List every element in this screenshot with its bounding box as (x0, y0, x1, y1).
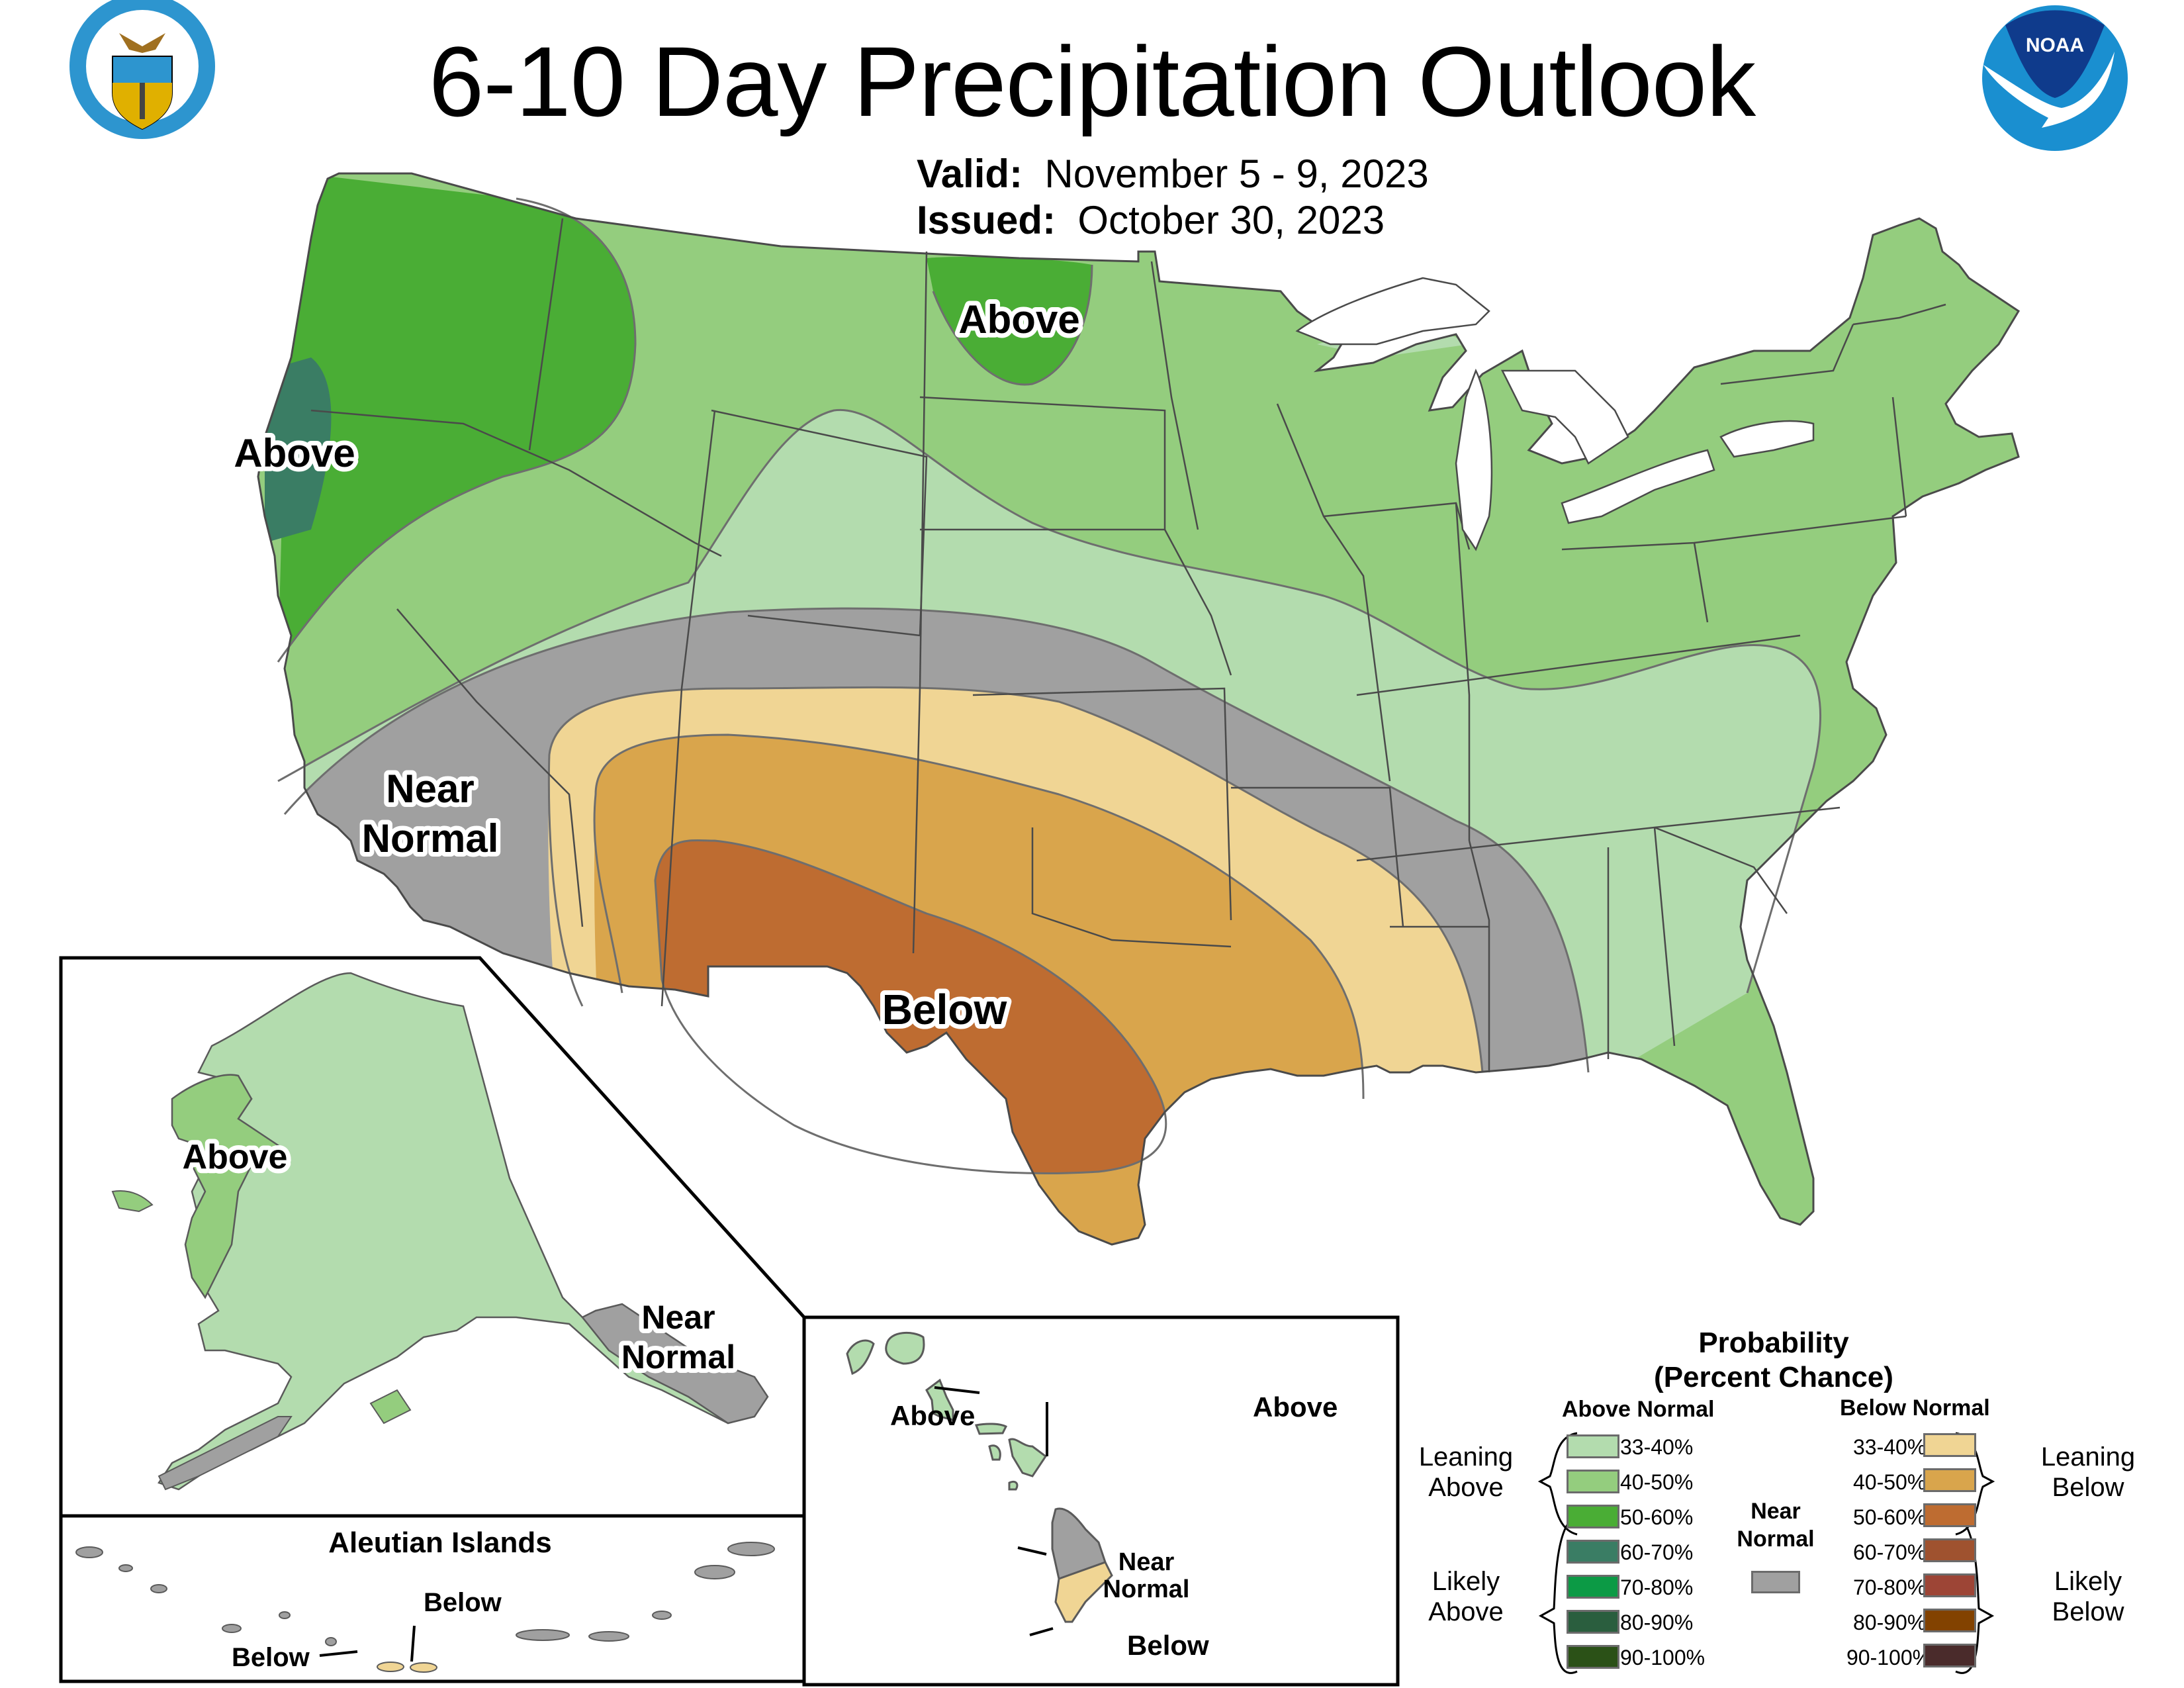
swatch-below-80-90 (1923, 1609, 1976, 1632)
swatch-label-below-80-90: 80-90% (1853, 1611, 1927, 1634)
swatch-below-60-70 (1923, 1538, 1976, 1562)
swatch-label-below-90-100: 90-100% (1846, 1646, 1932, 1669)
contour-lines (277, 197, 1821, 1174)
label-northwest-above: Above (234, 431, 355, 475)
legend-leaning-above: Leaning Above (1418, 1442, 1514, 1502)
swatch-below-33-40 (1923, 1433, 1976, 1457)
state-boundaries (310, 218, 1946, 1072)
label-alaska-normal: Normal (621, 1338, 735, 1376)
legend-likely-above: Likely Above (1428, 1567, 1504, 1626)
swatch-above-70-80 (1567, 1575, 1619, 1599)
swatch-label-above-40-50: 40-50% (1620, 1470, 1694, 1494)
aleutian-islands-below (377, 1662, 437, 1673)
swatch-above-33-40 (1567, 1434, 1619, 1458)
noaa-logo (1982, 5, 2128, 151)
noaa-logo-text: NOAA (2026, 34, 2084, 56)
label-hawaii-below: Below (1127, 1630, 1209, 1661)
label-aleutian-below-2: Below (232, 1643, 310, 1672)
label-southwest-normal: Normal (362, 816, 499, 861)
label-hawaii-maui-above: Above (1253, 1391, 1338, 1423)
label-alaska-near: Near (641, 1299, 715, 1336)
great-lakes (1295, 277, 1815, 551)
label-southwest-near: Near (386, 767, 474, 811)
label-hawaii-near: Near (1118, 1548, 1175, 1576)
swatch-above-40-50 (1567, 1470, 1619, 1493)
legend-leaning-below: Leaning Below (2040, 1442, 2136, 1502)
label-hawaii-normal: Normal (1103, 1575, 1190, 1603)
legend-title: Probability (Percent Chance) (1608, 1326, 1939, 1395)
label-aleutian-below-1: Below (424, 1588, 502, 1617)
swatch-label-below-60-70: 60-70% (1853, 1540, 1927, 1564)
page-title: 6-10 Day Precipitation Outlook (428, 26, 1756, 137)
swatch-label-above-90-100: 90-100% (1620, 1646, 1706, 1669)
valid-dates: Valid: November 5 - 9, 2023 (917, 151, 1429, 197)
swatch-label-below-33-40: 33-40% (1853, 1435, 1927, 1459)
aleutian-islands-map (75, 1542, 775, 1646)
swatch-below-90-100 (1923, 1644, 1976, 1667)
label-south-central-below: Below (882, 986, 1007, 1033)
swatch-label-below-40-50: 40-50% (1853, 1470, 1927, 1494)
valid-value: November 5 - 9, 2023 (1044, 152, 1429, 196)
swatch-above-60-70 (1567, 1540, 1619, 1564)
hawaii-leader-lines (934, 1386, 1054, 1636)
issued-date: Issued: October 30, 2023 (917, 197, 1385, 244)
swatch-label-above-70-80: 70-80% (1620, 1575, 1694, 1599)
aleutian-islands-title: Aleutian Islands (328, 1526, 551, 1559)
hawaii-map (846, 1331, 1113, 1623)
label-north-plains-above: Above (958, 297, 1079, 342)
department-of-commerce-seal (69, 0, 215, 139)
legend-above-header: Above Normal (1562, 1397, 1715, 1422)
hawaii-inset-frame (802, 1315, 1400, 1687)
swatch-label-above-33-40: 33-40% (1620, 1435, 1694, 1459)
issued-label: Issued: (917, 198, 1056, 242)
swatch-above-50-60 (1567, 1505, 1619, 1528)
swatch-below-70-80 (1923, 1573, 1976, 1597)
swatch-label-above-80-90: 80-90% (1620, 1611, 1694, 1634)
swatch-above-90-100 (1567, 1645, 1619, 1669)
swatch-label-above-50-60: 50-60% (1620, 1505, 1694, 1529)
swatch-below-40-50 (1923, 1468, 1976, 1492)
swatch-label-above-60-70: 60-70% (1620, 1540, 1694, 1564)
label-alaska-above: Above (183, 1138, 288, 1176)
label-hawaii-oahu-above: Above (890, 1400, 975, 1431)
swatch-below-50-60 (1923, 1503, 1976, 1527)
alaska-map (111, 972, 769, 1491)
legend-likely-below: Likely Below (2052, 1567, 2124, 1626)
valid-label: Valid: (917, 152, 1023, 196)
swatch-label-below-70-80: 70-80% (1853, 1575, 1927, 1599)
swatch-near-normal (1751, 1571, 1800, 1593)
legend-near-normal-label: Near Normal (1737, 1499, 1815, 1552)
conus-outline (257, 172, 2021, 1246)
legend-title-line1: Probability (1698, 1327, 1849, 1359)
swatch-above-80-90 (1567, 1610, 1619, 1634)
legend-below-header: Below Normal (1840, 1395, 1990, 1421)
issued-value: October 30, 2023 (1077, 198, 1385, 242)
swatch-label-below-50-60: 50-60% (1853, 1505, 1927, 1529)
legend-title-line2: (Percent Chance) (1654, 1361, 1893, 1393)
